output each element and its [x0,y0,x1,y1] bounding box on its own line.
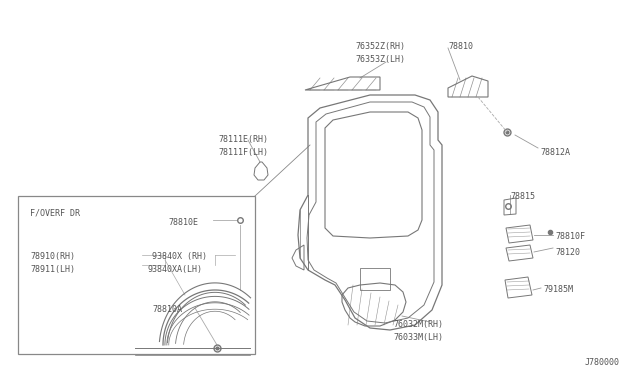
Text: 78810F: 78810F [555,232,585,241]
Bar [18,196,255,354]
Text: 76352Z(RH): 76352Z(RH) [355,42,405,51]
Text: 76353Z(LH): 76353Z(LH) [355,55,405,64]
Text: 78812A: 78812A [540,148,570,157]
Text: 78810: 78810 [448,42,473,51]
Text: 76032M(RH): 76032M(RH) [393,320,443,329]
Text: 93840XA(LH): 93840XA(LH) [148,265,203,274]
Text: 78120: 78120 [555,248,580,257]
Text: 76033M(LH): 76033M(LH) [393,333,443,342]
Text: 78911(LH): 78911(LH) [30,265,75,274]
Text: 78111F(LH): 78111F(LH) [218,148,268,157]
Text: 78810E: 78810E [168,218,198,227]
Text: 78111E(RH): 78111E(RH) [218,135,268,144]
Text: 78910(RH): 78910(RH) [30,252,75,261]
Bar [360,268,390,290]
Text: F/OVERF DR: F/OVERF DR [30,208,80,217]
Text: J780000: J780000 [585,358,620,367]
Text: 79185M: 79185M [543,285,573,294]
Text: 78810A: 78810A [152,305,182,314]
Text: 93840X (RH): 93840X (RH) [152,252,207,261]
Text: 78815: 78815 [510,192,535,201]
